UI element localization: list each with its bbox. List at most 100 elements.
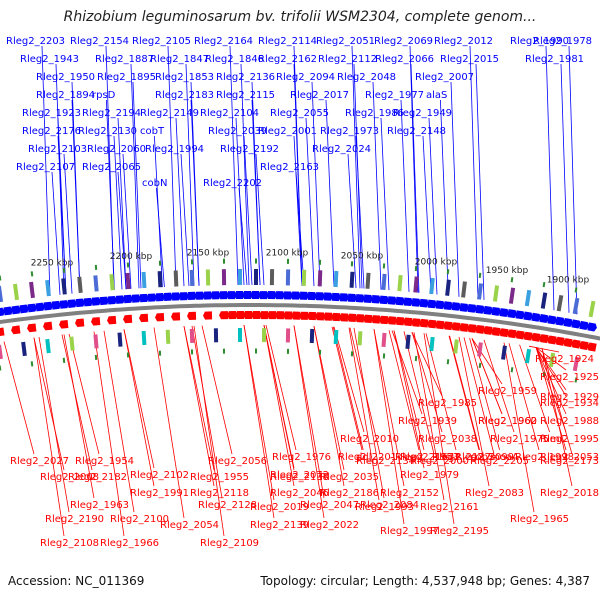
callout-line <box>528 345 560 353</box>
feature-box <box>333 329 339 345</box>
reverse-gene-label: Rleg2_1997 <box>380 526 439 537</box>
reverse-gene-label: Rleg2_1939 <box>398 416 457 427</box>
backbone <box>0 303 600 341</box>
forward-gene-label: Rleg2_2105 <box>132 36 191 47</box>
forward-gene-label: Rleg2_1994 <box>145 144 204 155</box>
reverse-gene-label: Rleg2_1965 <box>510 514 569 525</box>
tick-mark <box>254 258 258 264</box>
forward-gene-arrow <box>203 291 213 300</box>
forward-gene-arrow <box>571 319 581 329</box>
forward-gene-label: Rleg2_2115 <box>216 90 275 101</box>
feature-box <box>93 334 99 349</box>
reverse-gene-label: Rleg2_2099 <box>455 452 514 463</box>
forward-gene-label: Rleg2_2154 <box>70 36 129 47</box>
callout-line <box>541 348 573 487</box>
feature-box <box>237 327 243 343</box>
feature-box <box>29 281 35 299</box>
reverse-gene-arrow <box>571 339 581 349</box>
tick-mark <box>542 281 546 288</box>
callout-line <box>471 338 503 415</box>
reverse-gene-label: Rleg2_2054 <box>160 520 219 531</box>
tick-mark <box>446 269 450 275</box>
callout-line <box>400 99 410 292</box>
reverse-gene-label: fumC <box>540 434 567 445</box>
forward-gene-labels: Rleg2_2203 Rleg2_2154 Rleg2_2105 Rleg2_2164… <box>6 36 592 189</box>
reverse-gene-label: Rleg2_2100 <box>110 514 169 525</box>
reverse-gene-arrow <box>227 311 237 320</box>
forward-gene-arrow <box>507 309 517 319</box>
forward-gene-label: Rleg2_1981 <box>525 54 584 65</box>
forward-gene-arrow <box>419 298 429 308</box>
forward-gene-arrow <box>323 292 333 301</box>
forward-gene-label: Rleg2_2176 <box>22 126 81 137</box>
forward-gene-arrow <box>435 300 445 310</box>
callout-line <box>475 63 485 300</box>
reverse-gene-arrow <box>123 314 133 324</box>
forward-gene-label: Rleg2_2039 <box>208 126 267 137</box>
forward-gene-arrow <box>347 293 357 302</box>
callout-line <box>353 327 385 499</box>
forward-gene-arrow <box>171 292 181 301</box>
callout-line <box>449 335 480 451</box>
reverse-gene-label: Rleg2_2046 <box>270 488 329 499</box>
callout-line <box>355 135 365 289</box>
feature-box <box>213 328 219 343</box>
scale-label: 2150 kbp <box>187 249 230 259</box>
reverse-gene-arrow <box>531 332 541 342</box>
tick-mark <box>30 271 34 277</box>
forward-gene-arrow <box>27 303 37 313</box>
reverse-gene-arrow <box>555 336 565 346</box>
forward-gene-arrow <box>499 308 509 317</box>
forward-gene-label: rpsD <box>92 90 116 101</box>
reverse-gene-label: Rleg2_2190 <box>45 514 104 525</box>
callout-line <box>38 337 70 513</box>
reverse-gene-arrow <box>539 334 549 344</box>
reverse-gene-arrow <box>491 327 501 336</box>
forward-gene-label: Rleg2_2103 <box>28 144 87 155</box>
callout-line <box>311 81 321 287</box>
forward-gene-arrow <box>379 295 389 305</box>
callout-line <box>305 117 315 287</box>
feature-box <box>189 269 195 286</box>
forward-gene-label: Rleg2_2001 <box>258 126 317 137</box>
forward-gene-label: Rleg2_1990 <box>510 36 569 47</box>
reverse-gene-label: Rleg2_2134 <box>356 456 415 467</box>
forward-gene-arrow <box>275 291 285 300</box>
callout-line <box>103 330 135 513</box>
reverse-gene-arrow <box>547 335 557 345</box>
forward-gene-label: Rleg2_2192 <box>220 144 279 155</box>
reverse-gene-arrow <box>235 310 245 320</box>
forward-gene-arrow <box>331 292 341 302</box>
feature-box <box>333 270 339 288</box>
callout-line <box>535 347 567 451</box>
forward-gene-arrow <box>19 304 29 314</box>
forward-gene-arrow <box>523 311 533 321</box>
reverse-gene-label: Rleg2_2072 <box>270 470 329 481</box>
feature-box <box>125 272 131 290</box>
forward-gene-arrow <box>267 291 277 300</box>
reverse-gene-arrow <box>91 317 101 326</box>
callout-line <box>541 348 573 455</box>
forward-gene-arrow <box>147 293 157 302</box>
reverse-gene-arrow <box>11 325 21 335</box>
forward-gene-arrow <box>51 300 61 310</box>
forward-gene-arrow <box>363 294 373 303</box>
tick-mark <box>510 367 514 373</box>
callout-line <box>156 187 165 288</box>
tick-mark <box>0 275 2 281</box>
reverse-gene-label: Rleg2_2047 <box>300 500 359 511</box>
forward-gene-arrow <box>387 296 397 305</box>
forward-gene-arrow <box>291 291 301 300</box>
tick-mark <box>318 259 322 265</box>
tick-mark <box>126 352 130 358</box>
callout-line <box>373 329 405 525</box>
forward-gene-label: Rleg2_1949 <box>393 108 452 119</box>
feature-box <box>301 269 307 286</box>
forward-gene-arrow <box>243 290 253 300</box>
callout-line <box>180 153 190 287</box>
callout-line <box>123 329 155 469</box>
tick-mark <box>30 361 34 367</box>
callout-line <box>535 347 567 397</box>
feature-box <box>381 273 387 291</box>
forward-gene-arrow <box>307 291 317 301</box>
